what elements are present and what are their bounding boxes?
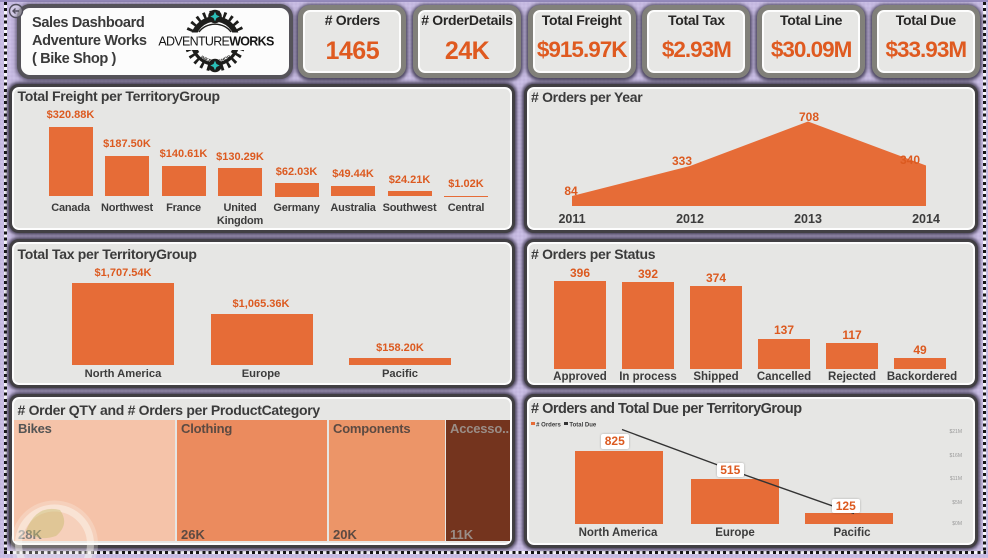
svg-text:BIKE: BIKE [200, 55, 212, 64]
svg-text:SHOP: SHOP [217, 54, 231, 64]
svg-text:ADVENTUREWORKS: ADVENTUREWORKS [158, 35, 274, 49]
